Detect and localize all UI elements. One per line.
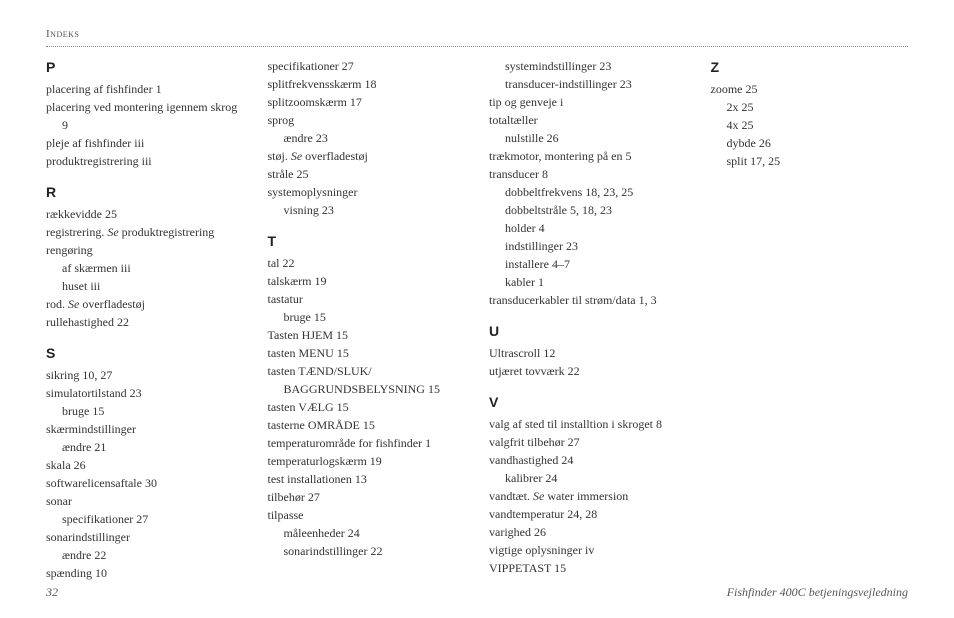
index-entry: produktregistrering iii (46, 152, 244, 170)
index-subentry: dobbeltfrekvens 18, 23, 25 (505, 183, 687, 201)
index-entry: utjæret tovværk 22 (489, 362, 687, 380)
index-entry: tastatur (268, 290, 466, 308)
index-letter: S (46, 343, 244, 364)
index-entry: Ultrascroll 12 (489, 344, 687, 362)
index-subentry: af skærmen iii (62, 259, 244, 277)
index-letter: P (46, 57, 244, 78)
index-subentry: ændre 23 (284, 129, 466, 147)
index-entry: tasten MENU 15 (268, 344, 466, 362)
index-subentry: ændre 22 (62, 546, 244, 564)
index-entry: tilpasse (268, 506, 466, 524)
index-entry: skala 26 (46, 456, 244, 474)
index-see-entry: vandtæt. Se water immersion (489, 487, 687, 505)
index-entry: stråle 25 (268, 165, 466, 183)
index-letter: R (46, 182, 244, 203)
index-subentry: sonarindstillinger 22 (284, 542, 466, 560)
index-entry: rengøring (46, 241, 244, 259)
index-subentry: systemindstillinger 23 (505, 57, 687, 75)
index-letter: V (489, 392, 687, 413)
index-letter: T (268, 231, 466, 252)
index-entry: placering ved montering igennem skrog (46, 98, 244, 116)
index-entry: softwarelicensaftale 30 (46, 474, 244, 492)
index-subentry: måleenheder 24 (284, 524, 466, 542)
document-title: Fishfinder 400C betjeningsvejledning (727, 585, 908, 600)
index-entry: transducer 8 (489, 165, 687, 183)
index-subentry: bruge 15 (62, 402, 244, 420)
index-subentry: nulstille 26 (505, 129, 687, 147)
index-entry: trækmotor, montering på en 5 (489, 147, 687, 165)
index-entry: simulatortilstand 23 (46, 384, 244, 402)
index-entry: temperaturlogskærm 19 (268, 452, 466, 470)
index-letter: Z (711, 57, 909, 78)
index-entry: valg af sted til installtion i skroget 8 (489, 415, 687, 433)
index-subentry: dybde 26 (727, 134, 909, 152)
index-subentry: kalibrer 24 (505, 469, 687, 487)
index-entry: sikring 10, 27 (46, 366, 244, 384)
index-subentry: visning 23 (284, 201, 466, 219)
index-entry: VIPPETAST 15 (489, 559, 687, 577)
index-see-entry: støj. Se overfladestøj (268, 147, 466, 165)
index-entry: tilbehør 27 (268, 488, 466, 506)
index-entry: sonarindstillinger (46, 528, 244, 546)
index-column-1: Pplacering af fishfinder 1placering ved … (46, 57, 244, 577)
index-entry: test installationen 13 (268, 470, 466, 488)
index-entry: tasten TÆND/SLUK/ (268, 362, 466, 380)
index-subentry: holder 4 (505, 219, 687, 237)
index-entry: zoome 25 (711, 80, 909, 98)
index-entry: vigtige oplysninger iv (489, 541, 687, 559)
index-entry: splitzoomskærm 17 (268, 93, 466, 111)
index-subentry: ændre 21 (62, 438, 244, 456)
index-entry: temperaturområde for fishfinder 1 (268, 434, 466, 452)
section-header: Indeks (46, 28, 908, 47)
index-entry: vandhastighed 24 (489, 451, 687, 469)
index-entry: valgfrit tilbehør 27 (489, 433, 687, 451)
index-subentry: specifikationer 27 (62, 510, 244, 528)
index-column-3: systemindstillinger 23transducer-indstil… (489, 57, 687, 577)
index-entry: varighed 26 (489, 523, 687, 541)
index-entry: tal 22 (268, 254, 466, 272)
index-subentry: installere 4–7 (505, 255, 687, 273)
index-entry: vandtemperatur 24, 28 (489, 505, 687, 523)
index-entry: rullehastighed 22 (46, 313, 244, 331)
index-subentry: transducer-indstillinger 23 (505, 75, 687, 93)
index-entry: skærmindstillinger (46, 420, 244, 438)
index-subentry: BAGGRUNDSBELYSNING 15 (284, 380, 466, 398)
index-see-entry: registrering. Se produktregistrering (46, 223, 244, 241)
index-entry: spænding 10 (46, 564, 244, 582)
index-entry: systemoplysninger (268, 183, 466, 201)
index-subentry: indstillinger 23 (505, 237, 687, 255)
page-number: 32 (46, 585, 58, 600)
index-column-2: specifikationer 27splitfrekvensskærm 18s… (268, 57, 466, 577)
index-entry: tip og genveje i (489, 93, 687, 111)
index-subentry: split 17, 25 (727, 152, 909, 170)
index-subentry: kabler 1 (505, 273, 687, 291)
index-subentry: huset iii (62, 277, 244, 295)
index-subentry: 4x 25 (727, 116, 909, 134)
index-letter: U (489, 321, 687, 342)
index-entry: splitfrekvensskærm 18 (268, 75, 466, 93)
footer: 32 Fishfinder 400C betjeningsvejledning (46, 585, 908, 600)
index-subentry: 9 (62, 116, 244, 134)
index-subentry: 2x 25 (727, 98, 909, 116)
index-entry: rækkevidde 25 (46, 205, 244, 223)
index-columns: Pplacering af fishfinder 1placering ved … (46, 57, 908, 577)
index-entry: placering af fishfinder 1 (46, 80, 244, 98)
index-entry: totaltæller (489, 111, 687, 129)
index-entry: pleje af fishfinder iii (46, 134, 244, 152)
index-entry: talskærm 19 (268, 272, 466, 290)
index-entry: tasten VÆLG 15 (268, 398, 466, 416)
index-entry: tasterne OMRÅDE 15 (268, 416, 466, 434)
index-subentry: dobbeltstråle 5, 18, 23 (505, 201, 687, 219)
index-entry: sprog (268, 111, 466, 129)
index-see-entry: rod. Se overfladestøj (46, 295, 244, 313)
index-entry: specifikationer 27 (268, 57, 466, 75)
index-entry: Tasten HJEM 15 (268, 326, 466, 344)
index-entry: sonar (46, 492, 244, 510)
index-entry: transducerkabler til strøm/data 1, 3 (489, 291, 687, 309)
index-column-4: Zzoome 252x 254x 25dybde 26split 17, 25 (711, 57, 909, 577)
index-subentry: bruge 15 (284, 308, 466, 326)
